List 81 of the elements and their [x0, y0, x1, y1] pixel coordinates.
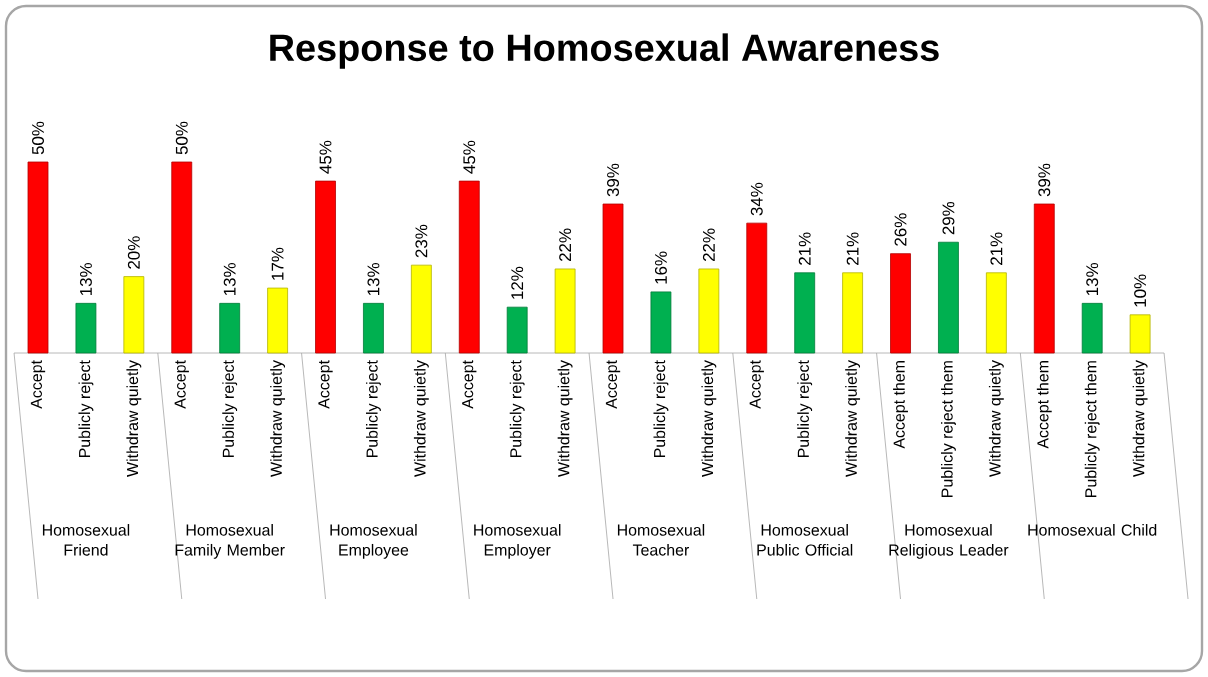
data-label: 39% — [1038, 163, 1051, 197]
bar — [1081, 302, 1103, 354]
data-label: 10% — [1134, 274, 1147, 307]
bar — [890, 253, 911, 354]
data-label: 50% — [32, 121, 44, 155]
data-label: 22% — [559, 228, 572, 262]
x-tick-label: Publicly reject — [222, 360, 238, 458]
x-tick-label: Withdraw quietly — [413, 360, 429, 477]
x-tick-label: Withdraw quietly — [126, 360, 142, 477]
x-tick-label: Publicly reject — [797, 360, 813, 458]
bar — [267, 287, 288, 354]
data-label: 13% — [367, 263, 380, 296]
bar — [698, 268, 720, 354]
text: Homosexual Family Member — [175, 524, 285, 559]
x-tick-label: Accept — [318, 360, 333, 409]
x-tick-label: Withdraw quietly — [557, 360, 573, 477]
x-tick-label: Publicly reject them — [1084, 361, 1100, 497]
data-label: 21% — [846, 232, 859, 265]
data-label: 21% — [990, 232, 1003, 265]
bar — [75, 302, 97, 354]
data-label: 21% — [798, 232, 811, 265]
bar — [1129, 314, 1151, 354]
chart-title: Response to Homosexual Awareness — [270, 33, 939, 69]
data-label: 45% — [319, 140, 332, 174]
x-tick-label: Accept — [462, 360, 477, 409]
data-label: 34% — [750, 182, 763, 216]
x-tick-label: Accept — [30, 360, 46, 409]
bar — [985, 272, 1007, 354]
bar — [458, 180, 480, 354]
data-label: 23% — [415, 224, 428, 258]
data-label: 20% — [127, 236, 140, 269]
data-label: 45% — [463, 140, 476, 174]
data-label: 16% — [654, 251, 667, 284]
bar — [27, 161, 49, 354]
bar — [219, 302, 241, 354]
x-tick-label: Accept — [174, 360, 189, 409]
x-tick-label: Publicly reject — [653, 360, 669, 458]
text: Homosexual Public Official — [757, 524, 853, 556]
x-tick-label: Withdraw quietly — [988, 360, 1004, 477]
x-tick-label: Withdraw quietly — [270, 360, 286, 477]
bar — [506, 306, 528, 354]
data-label: 26% — [894, 213, 907, 246]
x-tick-label: Publicly reject them — [941, 361, 956, 497]
x-tick-label: Withdraw quietly — [845, 360, 861, 477]
x-tick-label: Accept — [605, 360, 621, 409]
text: Homosexual Teacher — [617, 524, 705, 556]
text: Homosexual Child — [1028, 524, 1157, 536]
text: Homosexual Friend — [42, 524, 130, 556]
data-label: 17% — [271, 247, 284, 280]
bar — [746, 222, 768, 354]
x-tick-label: Accept them — [1036, 361, 1052, 449]
bar — [938, 241, 959, 354]
bar — [554, 268, 576, 354]
x-tick-label: Publicly reject — [509, 360, 525, 458]
data-label: 13% — [79, 263, 92, 296]
bar — [123, 276, 145, 354]
data-label: 13% — [223, 263, 236, 296]
bar — [1033, 203, 1055, 354]
x-tick-label: Withdraw quietly — [701, 360, 717, 477]
data-label: 50% — [175, 121, 188, 155]
bar — [602, 203, 624, 354]
x-tick-label: Publicly reject — [78, 360, 94, 458]
bar — [171, 161, 193, 354]
data-label: 29% — [942, 201, 955, 235]
data-label: 22% — [702, 228, 715, 262]
x-tick-label: Withdraw quietly — [1132, 360, 1148, 477]
bar — [410, 264, 432, 354]
bar — [363, 302, 384, 354]
data-label: 12% — [511, 266, 524, 299]
text: Homosexual Employer — [474, 524, 561, 559]
bar — [315, 180, 336, 354]
text: Homosexual Religious Leader — [889, 524, 1009, 559]
data-label: 13% — [1086, 263, 1099, 296]
bar — [842, 272, 863, 354]
x-tick-label: Accept them — [893, 361, 908, 449]
bar — [794, 272, 816, 354]
bar — [650, 291, 672, 354]
data-label: 39% — [607, 163, 619, 197]
x-tick-label: Publicly reject — [365, 360, 381, 458]
text: Homosexual Employee — [330, 524, 417, 559]
x-tick-label: Accept — [749, 360, 764, 409]
